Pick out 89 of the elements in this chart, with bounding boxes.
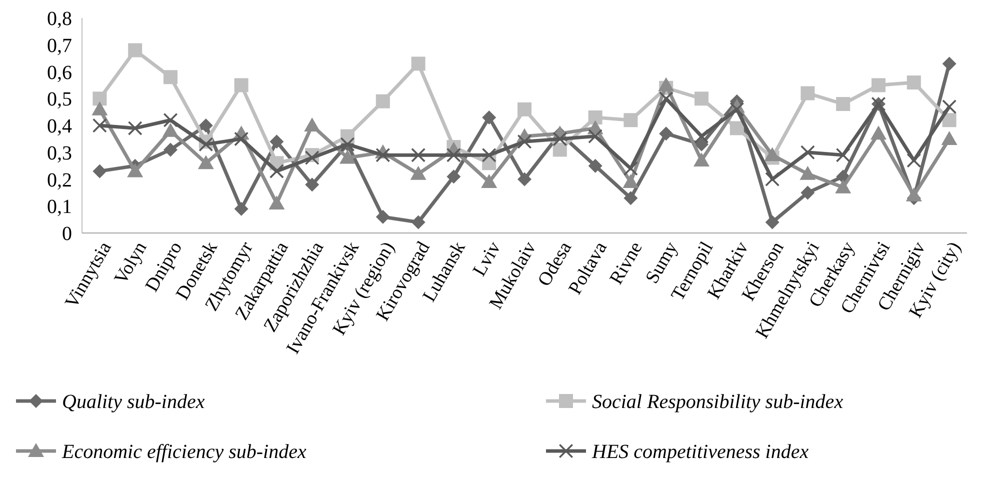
y-tick-label: 0,5 xyxy=(47,88,72,111)
legend-label: HES competitiveness index xyxy=(591,441,809,463)
point xyxy=(624,162,638,176)
point xyxy=(164,142,178,157)
point xyxy=(234,132,248,146)
point xyxy=(518,172,532,186)
point xyxy=(127,163,144,178)
point xyxy=(942,100,956,114)
point xyxy=(128,121,142,136)
point xyxy=(234,202,248,216)
point xyxy=(624,113,638,128)
point xyxy=(765,172,780,186)
point xyxy=(800,86,815,100)
point xyxy=(906,153,921,168)
point xyxy=(234,78,248,92)
point xyxy=(836,148,850,162)
y-tick-label: 0,7 xyxy=(47,34,72,57)
point xyxy=(446,170,461,184)
point xyxy=(518,102,532,116)
point xyxy=(694,137,708,152)
legend-label: Economic efficiency sub-index xyxy=(61,441,306,463)
point xyxy=(624,191,638,206)
point xyxy=(694,129,708,144)
legend-label: Quality sub-index xyxy=(62,391,205,413)
y-tick-label: 0,6 xyxy=(47,62,72,84)
point xyxy=(942,56,956,71)
point xyxy=(198,155,214,170)
point xyxy=(872,78,886,92)
point xyxy=(694,92,708,106)
y-tick-label: 0,2 xyxy=(47,169,72,192)
point xyxy=(730,102,744,116)
point xyxy=(268,195,285,210)
y-tick-label: 0,1 xyxy=(47,196,72,218)
point xyxy=(92,101,108,116)
point xyxy=(92,92,107,106)
point xyxy=(304,118,320,132)
point xyxy=(270,134,284,149)
point xyxy=(730,121,744,136)
point xyxy=(198,137,213,152)
point xyxy=(164,113,178,128)
point xyxy=(411,148,426,162)
y-tick-label: 0,8 xyxy=(47,8,72,30)
point xyxy=(941,130,958,145)
legend-label: Social Responsibility sub-index xyxy=(592,391,844,413)
point xyxy=(800,145,815,160)
point xyxy=(906,187,922,202)
point xyxy=(906,76,921,90)
point xyxy=(164,70,178,84)
point xyxy=(588,158,602,173)
point xyxy=(694,152,710,166)
point xyxy=(162,122,178,137)
point xyxy=(765,215,780,230)
point xyxy=(411,215,426,230)
point xyxy=(800,166,816,180)
point xyxy=(942,113,956,128)
point xyxy=(92,164,107,178)
point xyxy=(410,166,426,180)
point xyxy=(800,186,815,200)
point xyxy=(376,210,390,224)
point xyxy=(270,164,284,178)
point xyxy=(482,110,496,124)
point xyxy=(376,94,390,108)
point xyxy=(340,150,356,164)
point xyxy=(305,150,320,165)
point xyxy=(552,142,567,157)
point xyxy=(659,92,674,106)
point xyxy=(92,118,107,132)
point xyxy=(588,129,602,144)
y-tick-label: 0,4 xyxy=(47,116,72,138)
point xyxy=(128,43,142,58)
y-tick-label: 0 xyxy=(62,223,72,245)
point xyxy=(518,134,532,149)
point xyxy=(481,174,498,188)
y-tick-label: 0,3 xyxy=(47,142,72,164)
point xyxy=(764,147,780,162)
point xyxy=(411,56,426,71)
point xyxy=(588,110,602,124)
point xyxy=(836,97,850,111)
point xyxy=(552,132,567,146)
point xyxy=(446,148,461,162)
point xyxy=(658,77,674,92)
point xyxy=(198,118,213,132)
point xyxy=(482,148,496,162)
point xyxy=(622,174,639,188)
point xyxy=(376,148,390,162)
point xyxy=(835,179,852,194)
point xyxy=(659,126,674,141)
point xyxy=(870,126,886,140)
point xyxy=(305,178,320,192)
